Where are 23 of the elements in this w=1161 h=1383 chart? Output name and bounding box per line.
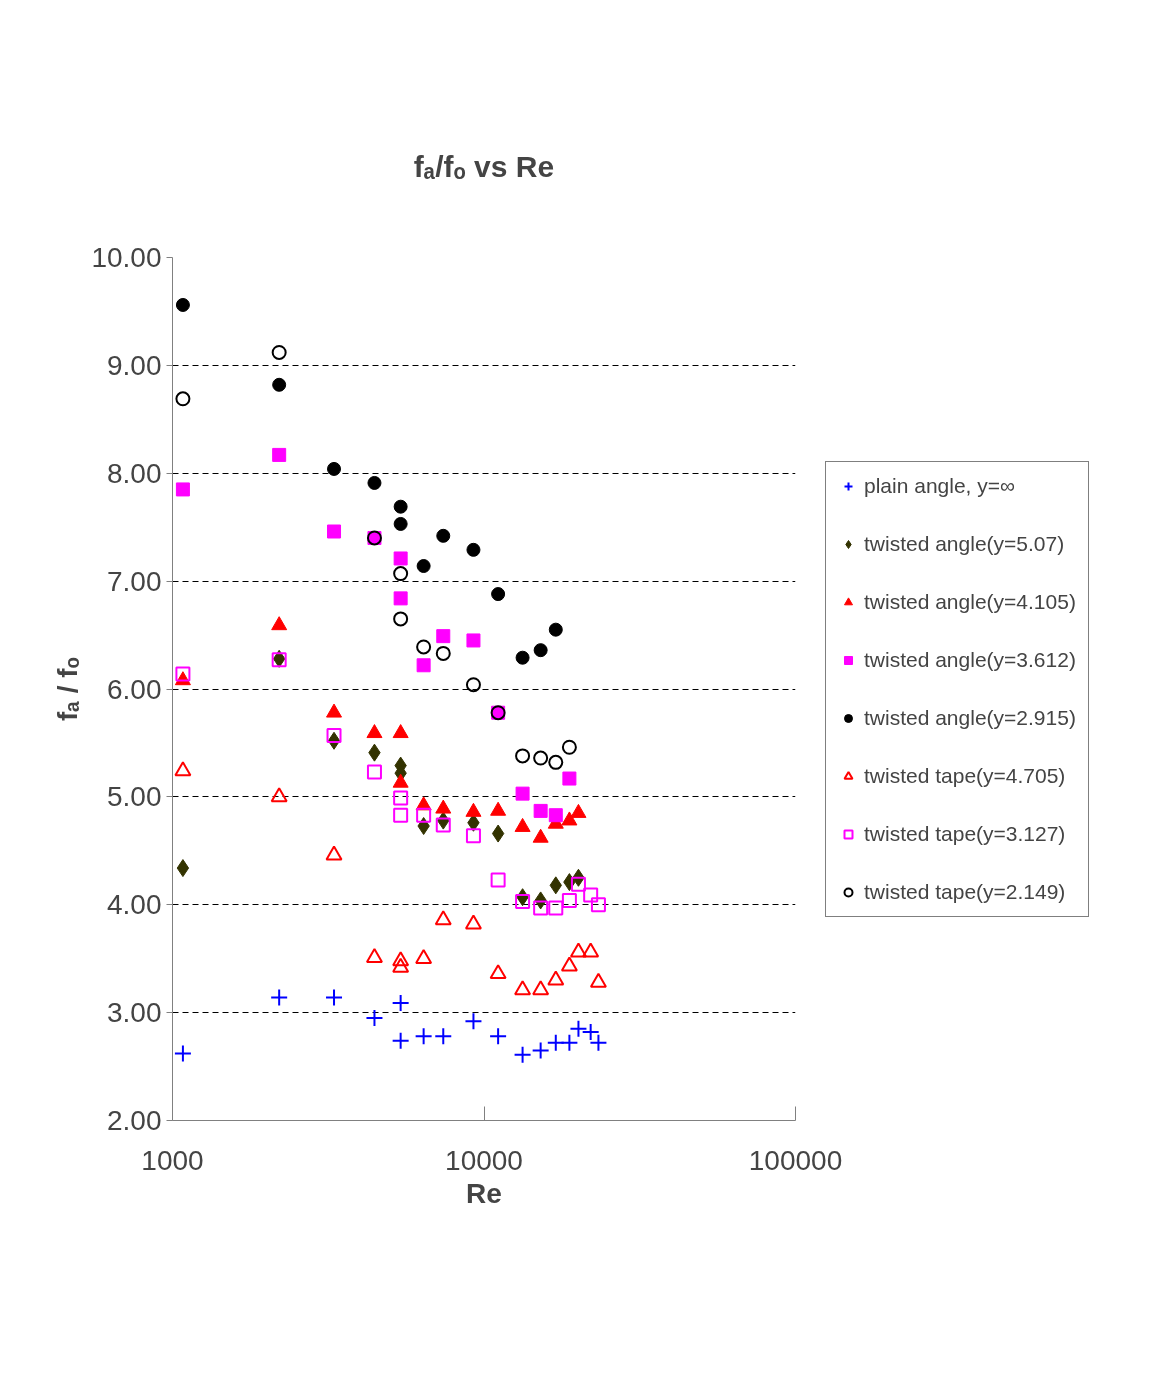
- y-tick-label: 9.00: [107, 349, 162, 381]
- legend-label: twisted tape(y=3.127): [864, 821, 1066, 846]
- x-axis-title: Re: [466, 1177, 502, 1209]
- y-tick-label: 8.00: [107, 457, 162, 489]
- legend-label: twisted angle(y=4.105): [864, 589, 1076, 614]
- y-tick-label: 6.00: [107, 673, 162, 705]
- legend-label: plain angle, y=∞: [864, 473, 1015, 498]
- legend-label: twisted tape(y=2.149): [864, 879, 1066, 904]
- x-tick-label: 10000: [445, 1144, 523, 1176]
- y-tick-label: 5.00: [107, 781, 162, 813]
- y-axis-title: fₐ / fₒ: [52, 656, 84, 722]
- y-tick-label: 2.00: [107, 1105, 162, 1136]
- legend-label: twisted angle(y=2.915): [864, 705, 1076, 730]
- y-tick-label: 10.00: [91, 242, 162, 273]
- x-tick-label: 100000: [748, 1144, 843, 1176]
- y-tick-label: 3.00: [107, 997, 162, 1029]
- legend-label: twisted angle(y=5.07): [864, 531, 1065, 556]
- x-tick-label: 1000: [141, 1144, 204, 1176]
- y-tick-label: 7.00: [107, 565, 162, 597]
- chart-title: fₐ/fₒ vs Re: [413, 149, 555, 183]
- legend-label: twisted angle(y=3.612): [864, 647, 1076, 672]
- y-tick-label: 4.00: [107, 889, 162, 921]
- legend-label: twisted tape(y=4.705): [864, 763, 1066, 788]
